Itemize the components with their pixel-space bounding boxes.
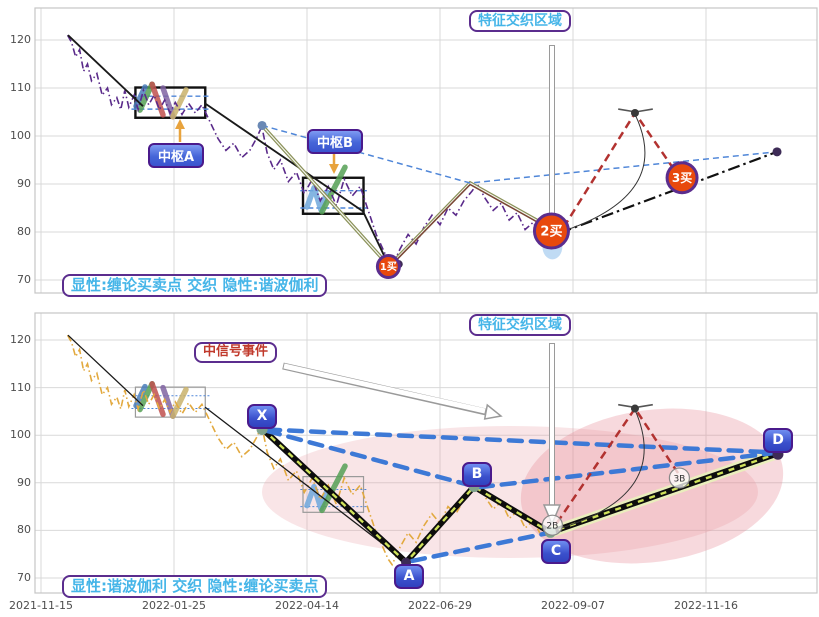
y-tick-label: 120 (10, 33, 31, 46)
pivot-dot (772, 147, 782, 157)
price-line (66, 334, 557, 567)
line-blue-thick-dash (264, 428, 475, 488)
buy-point-label: 3买 (672, 171, 692, 185)
harmonic-point-c-label: C (541, 539, 571, 564)
harmonic-point-a-label: A (394, 564, 424, 589)
pivot-stroke (319, 164, 348, 215)
x-date-label: 2021-11-15 (9, 599, 73, 612)
buy-point-label: 1买 (380, 261, 397, 273)
pivot-stroke (149, 81, 166, 118)
buy-point-circle (532, 212, 570, 250)
feature-zone-ellipse-large (262, 426, 758, 558)
pivot-stroke (149, 381, 166, 418)
pivot-stroke (170, 87, 189, 120)
pivot-b-tag: 中枢B (307, 129, 363, 154)
marker-layer: 1买 2买 3买 2B 3B (256, 108, 784, 568)
y-tick-label: 90 (17, 177, 31, 190)
harmonic-point-x-label: X (247, 404, 277, 429)
pivot-dot (630, 108, 639, 117)
pivot-a-pointer-arrow (175, 119, 185, 142)
feature-zone-tag-bottom: 特征交织区域 (469, 314, 571, 337)
panel-border (34, 7, 818, 294)
line-red-dash (562, 110, 680, 228)
y-tick-label: 70 (17, 273, 31, 286)
annotation-arrows (175, 45, 562, 526)
line-dashdot-black (559, 150, 778, 235)
pivot-stroke (304, 483, 330, 512)
y-tick-label: 110 (10, 81, 31, 94)
pivot-dot (257, 120, 267, 130)
x-date-label: 2022-01-25 (142, 599, 206, 612)
hidden-buy-circle (668, 467, 691, 489)
line-blue-thick-dash (477, 451, 775, 490)
harmonic-point-b-label: B (462, 462, 492, 487)
x-date-label: 2022-04-14 (275, 599, 339, 612)
projection-arc (552, 410, 645, 531)
pivot-stroke (170, 386, 189, 419)
line-seg-thin (67, 334, 144, 407)
mode-tag-top: 显性:缠论买卖点 交织 隐性:谐波伽利 (62, 274, 328, 298)
hidden-buy-label: 2B (546, 521, 558, 531)
line-hat (618, 403, 634, 408)
line-hat (638, 108, 653, 113)
line-hat (638, 403, 653, 408)
x-date-label: 2022-11-16 (674, 599, 738, 612)
x-date-label: 2022-09-07 (541, 599, 605, 612)
y-tick-label: 110 (10, 380, 31, 394)
projection-arc (564, 114, 646, 232)
panel-frames (34, 7, 818, 594)
mode-tag-bottom: 显性:谐波伽利 交织 隐性:缠论买卖点 (62, 575, 328, 599)
harmonic-point-d-label: D (763, 428, 793, 453)
line-olive-core (261, 124, 558, 267)
signal-event-tag: 中信号事件 (194, 342, 278, 363)
pivot-box (301, 176, 365, 215)
drop-arrow-bottom (542, 343, 562, 526)
feature-zone-tag-top: 特征交织区域 (469, 10, 571, 33)
signal-event-arrow (282, 362, 503, 420)
hidden-buy-label: 3B (673, 474, 685, 484)
line-brown (388, 183, 558, 269)
y-tick-label: 70 (17, 571, 31, 584)
line-blue-thick-dash (409, 531, 548, 564)
pivot-stroke (304, 185, 330, 213)
pivot-dot (630, 404, 639, 413)
buy-point-label: 2买 (540, 225, 562, 240)
line-red-dash (555, 406, 682, 524)
price-line (66, 34, 557, 269)
hidden-buy-circle (541, 514, 563, 536)
pivot-a-tag: 中枢A (148, 143, 205, 168)
y-tick-label: 90 (17, 475, 31, 489)
line-hat (618, 108, 634, 113)
y-tick-label: 100 (10, 428, 31, 442)
panel-border (34, 312, 818, 594)
buy-point-circle (665, 161, 699, 195)
pivot-b-pointer-arrow (329, 153, 339, 174)
pivot-stroke (319, 463, 348, 514)
y-tick-label: 80 (17, 523, 31, 537)
y-tick-label: 80 (17, 225, 31, 238)
y-tick-label: 100 (10, 129, 31, 142)
y-tick-label: 120 (10, 333, 31, 346)
line-seg-black (67, 34, 144, 107)
pink-highlight-ellipses (262, 408, 784, 564)
pivot-stroke (133, 383, 148, 409)
buy-point-circle (375, 254, 401, 280)
x-date-label: 2022-06-29 (408, 599, 472, 612)
line-blue-thick-dash (264, 427, 775, 455)
line-seg-black (204, 102, 558, 268)
